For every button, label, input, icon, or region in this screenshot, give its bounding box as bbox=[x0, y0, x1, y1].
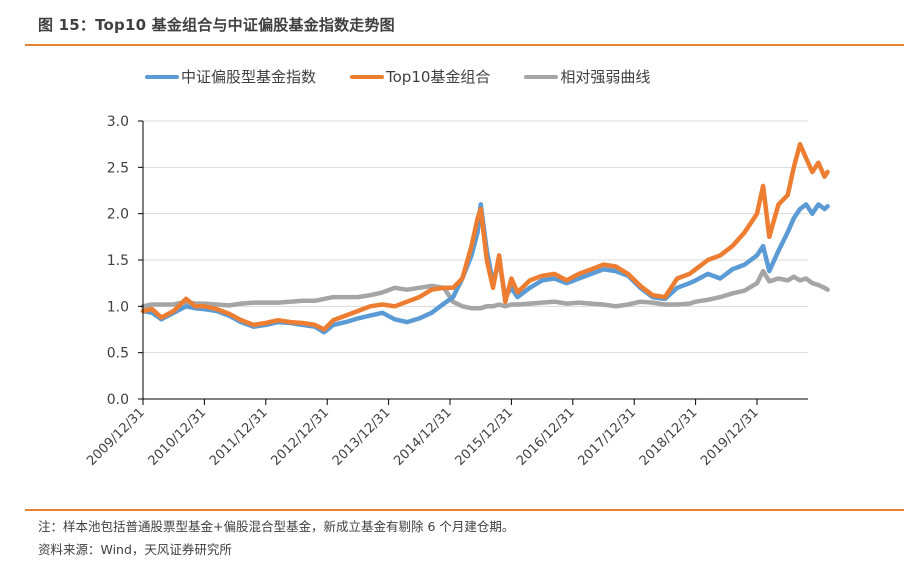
y-tick-label: 2.0 bbox=[107, 207, 129, 223]
y-tick-label: 2.5 bbox=[107, 160, 129, 176]
legend-label: 中证偏股型基金指数 bbox=[181, 68, 317, 86]
footer-rule bbox=[25, 509, 904, 511]
x-tick-label: 2019/12/31 bbox=[698, 405, 762, 469]
axes bbox=[138, 120, 808, 405]
legend-label: Top10基金组合 bbox=[386, 68, 491, 86]
y-tick-label: 3.0 bbox=[107, 114, 129, 130]
x-tick-label: 2012/12/31 bbox=[268, 405, 332, 469]
x-tick-label: 2014/12/31 bbox=[391, 405, 455, 469]
x-tick-label: 2011/12/31 bbox=[207, 405, 271, 469]
y-tick-label: 0.5 bbox=[107, 346, 129, 362]
legend-label: 相对强弱曲线 bbox=[560, 68, 651, 86]
y-axis-labels: 0.0 0.5 1.0 1.5 2.0 2.5 3.0 bbox=[107, 114, 129, 408]
footnote: 注：样本池包括普通股票型基金+偏股混合型基金，新成立基金有剔除 6 个月建仓期。 bbox=[38, 519, 515, 534]
legend-item-index: 中证偏股型基金指数 bbox=[145, 66, 316, 87]
series-line bbox=[140, 141, 830, 332]
x-tick-label: 2017/12/31 bbox=[575, 405, 639, 469]
figure-title: 图 15：Top10 基金组合与中证偏股基金指数走势图 bbox=[38, 16, 395, 34]
legend-item-relative: 相对强弱曲线 bbox=[524, 66, 650, 87]
x-tick-label: 2018/12/31 bbox=[637, 405, 701, 469]
x-tick-label: 2016/12/31 bbox=[514, 405, 578, 469]
legend-item-top10: Top10基金组合 bbox=[350, 66, 490, 87]
source-note: 资料来源：Wind，天风证券研究所 bbox=[38, 542, 232, 557]
legend-swatch-orange bbox=[350, 74, 385, 79]
legend-swatch-gray bbox=[524, 74, 559, 79]
series-lines bbox=[140, 141, 830, 335]
series-line bbox=[140, 268, 830, 311]
x-tick-label: 2015/12/31 bbox=[453, 405, 517, 469]
y-tick-label: 0.0 bbox=[107, 392, 129, 408]
series-line bbox=[140, 202, 830, 335]
legend-swatch-blue bbox=[145, 74, 179, 79]
x-axis-labels: 2009/12/312010/12/312011/12/312012/12/31… bbox=[84, 405, 762, 469]
x-tick-label: 2013/12/31 bbox=[330, 405, 394, 469]
gridlines bbox=[143, 120, 808, 354]
chart-legend: 中证偏股型基金指数 Top10基金组合 相对强弱曲线 bbox=[145, 66, 650, 87]
x-tick-label: 2009/12/31 bbox=[84, 405, 148, 469]
y-tick-label: 1.5 bbox=[107, 253, 129, 269]
x-tick-label: 2010/12/31 bbox=[146, 405, 210, 469]
title-rule bbox=[25, 44, 904, 46]
y-tick-label: 1.0 bbox=[107, 299, 129, 315]
